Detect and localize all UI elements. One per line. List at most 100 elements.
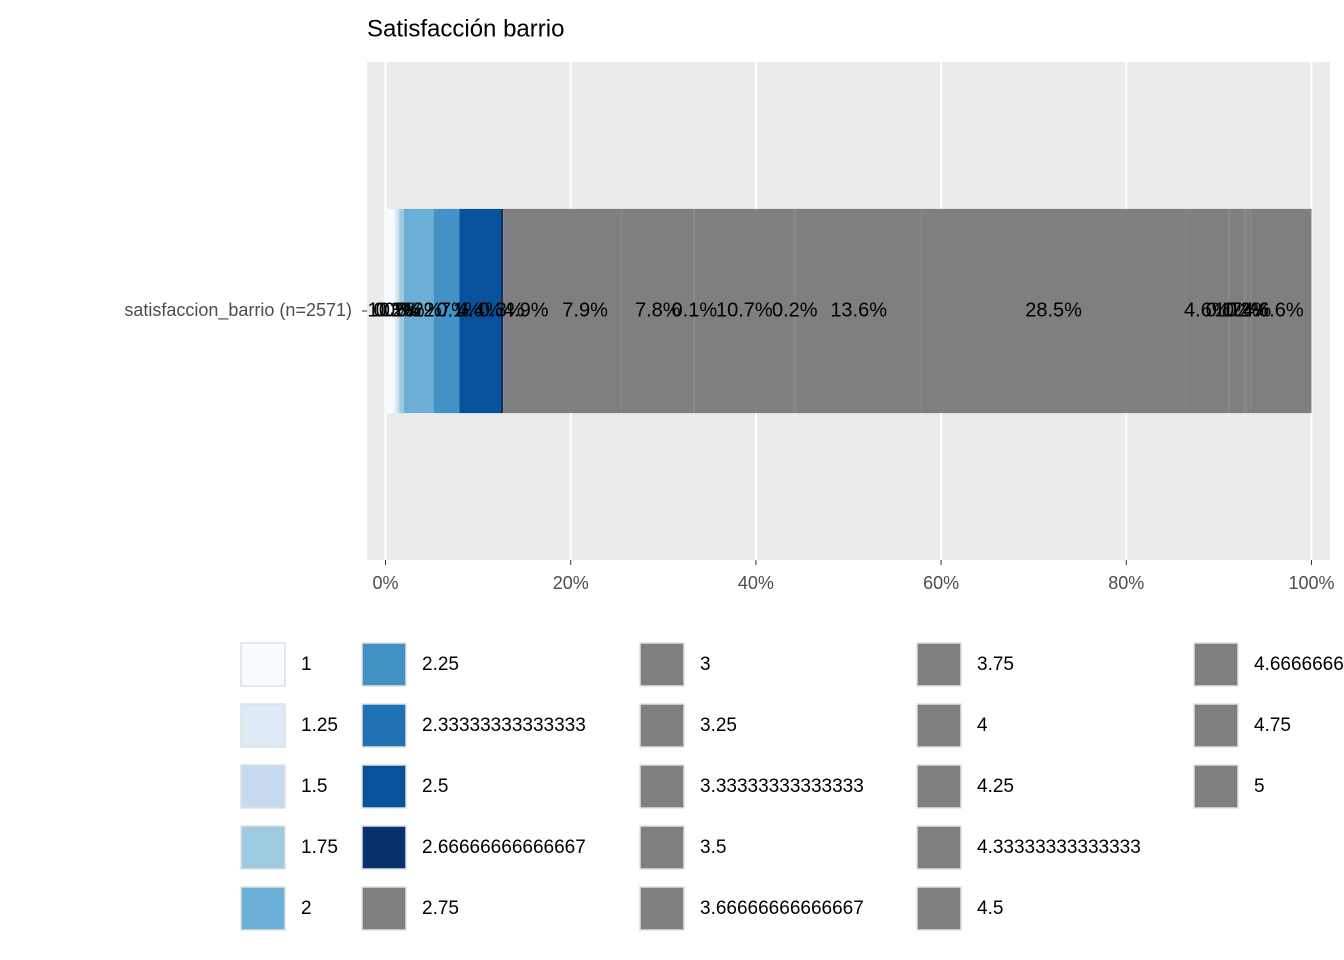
data-label: 4.4%	[457, 299, 503, 321]
legend-key	[639, 703, 685, 748]
legend-key	[361, 642, 407, 687]
legend-label: 3	[700, 654, 711, 675]
legend-key	[240, 703, 286, 748]
bar-segment	[399, 208, 405, 414]
bar-segment	[548, 208, 622, 414]
data-label: 0.4%	[1226, 299, 1272, 321]
bar-segment	[394, 208, 398, 414]
legend-label: 3.33333333333333	[700, 776, 864, 797]
legend-key	[639, 764, 685, 809]
legend-label: 4	[977, 715, 988, 736]
legend-key	[361, 764, 407, 809]
data-label: 28.5%	[1025, 299, 1082, 321]
bar-segment	[1244, 208, 1247, 414]
legend-key	[1193, 703, 1239, 748]
data-label: 10.7%	[716, 299, 773, 321]
data-label: 4.6%	[1184, 299, 1230, 321]
bar-segment	[503, 208, 549, 414]
bar-segment	[458, 208, 460, 414]
legend-label: 4.25	[977, 776, 1014, 797]
data-label: 4.9%	[503, 299, 549, 321]
legend-key	[639, 825, 685, 870]
legend-key	[639, 886, 685, 931]
legend-label: 4.5	[977, 898, 1003, 919]
legend-key	[916, 764, 962, 809]
legend-label: 2.66666666666667	[422, 837, 586, 858]
data-label: 7.9%	[562, 299, 608, 321]
data-label: 3.2%	[396, 299, 442, 321]
legend-label: 1.75	[301, 837, 338, 858]
legend-label: 1.25	[301, 715, 338, 736]
bar-segment	[921, 208, 1186, 414]
legend-label: 4.75	[1254, 715, 1291, 736]
x-tick-label: 60%	[923, 573, 959, 593]
bar-segment	[433, 208, 459, 414]
legend-label: 1.5	[301, 776, 327, 797]
bar-segment	[1229, 208, 1245, 414]
bar-segment	[1228, 208, 1230, 414]
data-label: 0.3%	[479, 299, 525, 321]
legend-label: 2.25	[422, 654, 459, 675]
data-label: 0.2%	[376, 299, 422, 321]
bar-segment	[459, 208, 501, 414]
legend-key	[1193, 764, 1239, 809]
data-label: 1.0%	[367, 299, 413, 321]
data-label: 0.1%	[672, 299, 718, 321]
bar-segment	[385, 208, 395, 414]
legend-key	[240, 764, 286, 809]
bar-segment	[694, 208, 794, 414]
x-tick-label: 20%	[553, 573, 589, 593]
bar-segment	[795, 208, 922, 414]
bar-segment	[1246, 208, 1251, 414]
legend-label: 3.66666666666667	[700, 898, 864, 919]
legend-label: 3.5	[700, 837, 726, 858]
legend-key	[916, 642, 962, 687]
legend-key	[916, 886, 962, 931]
legend-key	[361, 825, 407, 870]
x-tick-label: 80%	[1108, 573, 1144, 593]
bar-segment	[500, 208, 504, 414]
data-label: 0.1%	[436, 299, 482, 321]
legend-key	[916, 825, 962, 870]
bar-segment	[693, 208, 695, 414]
bar-segment	[1250, 208, 1312, 414]
data-label: 2.7%	[423, 299, 469, 321]
chart-title: Satisfacción barrio	[367, 15, 564, 42]
x-tick-label: 100%	[1288, 573, 1334, 593]
bar-segment	[621, 208, 694, 414]
legend-label: 5	[1254, 776, 1265, 797]
x-tick-label: 0%	[373, 573, 399, 593]
bar-segment	[1185, 208, 1229, 414]
legend-label: 2	[301, 898, 312, 919]
data-label: 0.3%	[373, 299, 419, 321]
legend-key	[240, 642, 286, 687]
x-tick-label: 40%	[738, 573, 774, 593]
bar-segment	[404, 208, 434, 414]
bar-segment	[793, 208, 796, 414]
legend-label: 4.33333333333333	[977, 837, 1141, 858]
bar-segment	[397, 208, 400, 414]
legend-label: 2.33333333333333	[422, 715, 586, 736]
data-label: 13.6%	[830, 299, 887, 321]
legend-key	[361, 703, 407, 748]
data-label: 0.1%	[1206, 299, 1252, 321]
legend-label: 4.66666666666667	[1254, 654, 1344, 675]
data-label: 6.6%	[1258, 299, 1304, 321]
legend-label: 1	[301, 654, 312, 675]
data-label: 1.7%	[1214, 299, 1260, 321]
legend-label: 2.5	[422, 776, 448, 797]
legend-key	[1193, 642, 1239, 687]
legend-key	[639, 642, 685, 687]
legend-label: 2.75	[422, 898, 459, 919]
legend-key	[240, 886, 286, 931]
legend-key	[916, 703, 962, 748]
legend-label: 3.75	[977, 654, 1014, 675]
legend-key	[361, 886, 407, 931]
data-label: 0.2%	[1223, 299, 1269, 321]
data-label: 0.5%	[379, 299, 425, 321]
legend-key	[240, 825, 286, 870]
y-tick-label: satisfaccion_barrio (n=2571)	[124, 300, 352, 321]
data-label: 0.2%	[772, 299, 818, 321]
data-label: 7.8%	[635, 299, 681, 321]
